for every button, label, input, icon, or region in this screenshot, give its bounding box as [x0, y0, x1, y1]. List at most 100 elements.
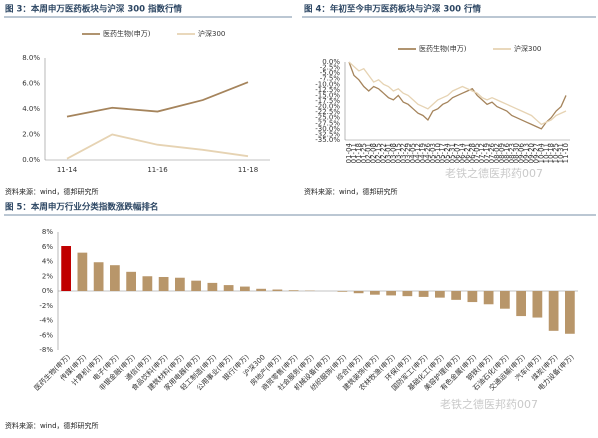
x-tick-label: 09-27: [532, 143, 540, 163]
bar: [386, 291, 396, 296]
bar: [175, 277, 185, 291]
bar: [288, 290, 299, 291]
y-tick-label: 0%: [42, 287, 53, 295]
source: 资料来源：wind，德邦研究所: [304, 187, 398, 196]
y-tick-label: 6.0%: [22, 80, 40, 88]
x-tick-label: 01-04: [345, 142, 353, 163]
x-tick-label: 07-12: [478, 143, 486, 163]
bar: [142, 276, 153, 291]
x-tick-label: 07-19: [483, 143, 491, 163]
bar: [77, 252, 88, 291]
y-tick-label: -32.5%: [315, 130, 340, 138]
bar: [223, 285, 234, 291]
y-tick-label: -27.5%: [315, 119, 340, 127]
bar: [565, 291, 575, 334]
x-tick-label: 06-07: [454, 143, 462, 163]
bar: [516, 291, 526, 317]
bar: [483, 291, 494, 305]
x-tick-label: 01-11: [350, 143, 358, 163]
x-tick-label: 08-30: [513, 143, 521, 163]
bar: [256, 288, 266, 291]
y-tick-label: -30.0%: [315, 125, 340, 133]
y-tick-label: 0.0%: [22, 156, 40, 164]
x-tick-label: 11-18: [238, 166, 258, 174]
y-tick-label: -20.0%: [315, 103, 340, 111]
bar: [207, 282, 218, 291]
bar: [337, 291, 348, 292]
x-tick-label: 03-29: [404, 143, 412, 163]
x-tick-label: 07-26: [488, 142, 496, 163]
bar: [402, 291, 413, 297]
x-tick-label: 09-20: [527, 143, 535, 163]
x-tick-label: 03-22: [399, 143, 407, 163]
x-tick-label: 09-13: [523, 143, 531, 163]
x-tick-label: 05-10: [434, 143, 442, 163]
x-tick-label: 04-26: [424, 142, 432, 163]
x-tick-label: 03-08: [389, 143, 397, 163]
bar: [532, 291, 543, 318]
x-tick-label: 06-14: [458, 142, 466, 163]
x-tick-label: 04-12: [414, 143, 422, 163]
x-tick-label: 10-11: [542, 143, 550, 163]
bar: [467, 291, 478, 303]
y-tick-label: -35.0%: [315, 136, 340, 144]
x-tick-label: 08-16: [503, 142, 511, 163]
source: 资料来源：wind，德邦研究所: [5, 187, 99, 196]
bar: [548, 291, 559, 331]
x-tick-label: 10-04: [537, 142, 545, 163]
source: 资料来源：wind，德邦研究所: [5, 421, 99, 430]
y-tick-label: -7.5%: [320, 75, 341, 83]
y-tick-label: 6%: [42, 243, 53, 251]
x-tick-label: 03-01: [384, 143, 392, 163]
x-tick-label: 08-09: [498, 143, 506, 163]
y-tick-label: -25.0%: [315, 114, 340, 122]
figure-title: 图 3：本周申万医药板块与沪深 300 指数行情: [5, 4, 183, 15]
x-tick-label: 02-22: [380, 143, 388, 163]
x-tick-label: 10-31: [557, 143, 565, 163]
y-tick-label: 8.0%: [22, 54, 40, 62]
x-tick-label: 05-17: [439, 143, 447, 163]
bar: [93, 262, 104, 291]
y-tick-label: -12.5%: [315, 86, 340, 94]
x-tick-label: 05-31: [449, 143, 457, 163]
x-tick-label: 05-24: [444, 142, 452, 163]
y-tick-label: -22.5%: [315, 108, 340, 116]
bar: [435, 291, 445, 298]
watermark: 老铁之德医邦药007: [440, 397, 538, 411]
y-tick-label: 4%: [42, 258, 53, 266]
y-tick-label: -2.5%: [320, 64, 341, 72]
legend-label: 沪深300: [198, 29, 225, 38]
y-tick-label: -17.5%: [315, 97, 340, 105]
bar: [500, 291, 510, 309]
bar: [272, 289, 283, 291]
bar: [451, 291, 461, 300]
x-tick-label: 02-15: [375, 143, 383, 163]
watermark: 老铁之德医邦药007: [445, 166, 543, 180]
x-tick-label: 08-02: [493, 143, 501, 163]
x-tick-label: 05-03: [429, 143, 437, 163]
x-tick-label: 08-23: [508, 143, 516, 163]
x-tick-label: 06-28: [468, 143, 476, 163]
y-tick-label: -15.0%: [315, 91, 340, 99]
x-tick-label: 11-10: [562, 143, 570, 163]
bar: [126, 271, 136, 291]
x-tick-label: 11-16: [147, 166, 168, 174]
bar: [418, 291, 429, 297]
bar: [353, 291, 364, 294]
x-tick-label: 07-05: [473, 143, 481, 163]
x-tick-label: 11-14: [57, 166, 78, 174]
y-tick-label: -6%: [39, 331, 53, 339]
y-tick-label: -8%: [39, 346, 53, 354]
y-tick-label: 4.0%: [22, 105, 40, 113]
legend-label: 医药生物(申万): [103, 29, 151, 38]
bar: [110, 265, 120, 291]
y-tick-label: 0.0%: [322, 58, 340, 66]
series-line: [348, 61, 567, 130]
x-tick-label: 04-05: [409, 143, 417, 163]
bar: [191, 280, 201, 291]
x-tick-label: 09-06: [518, 142, 526, 163]
y-tick-label: -5.0%: [320, 69, 341, 77]
y-tick-label: -2%: [39, 302, 53, 310]
x-tick-label: 01-18: [355, 143, 363, 163]
